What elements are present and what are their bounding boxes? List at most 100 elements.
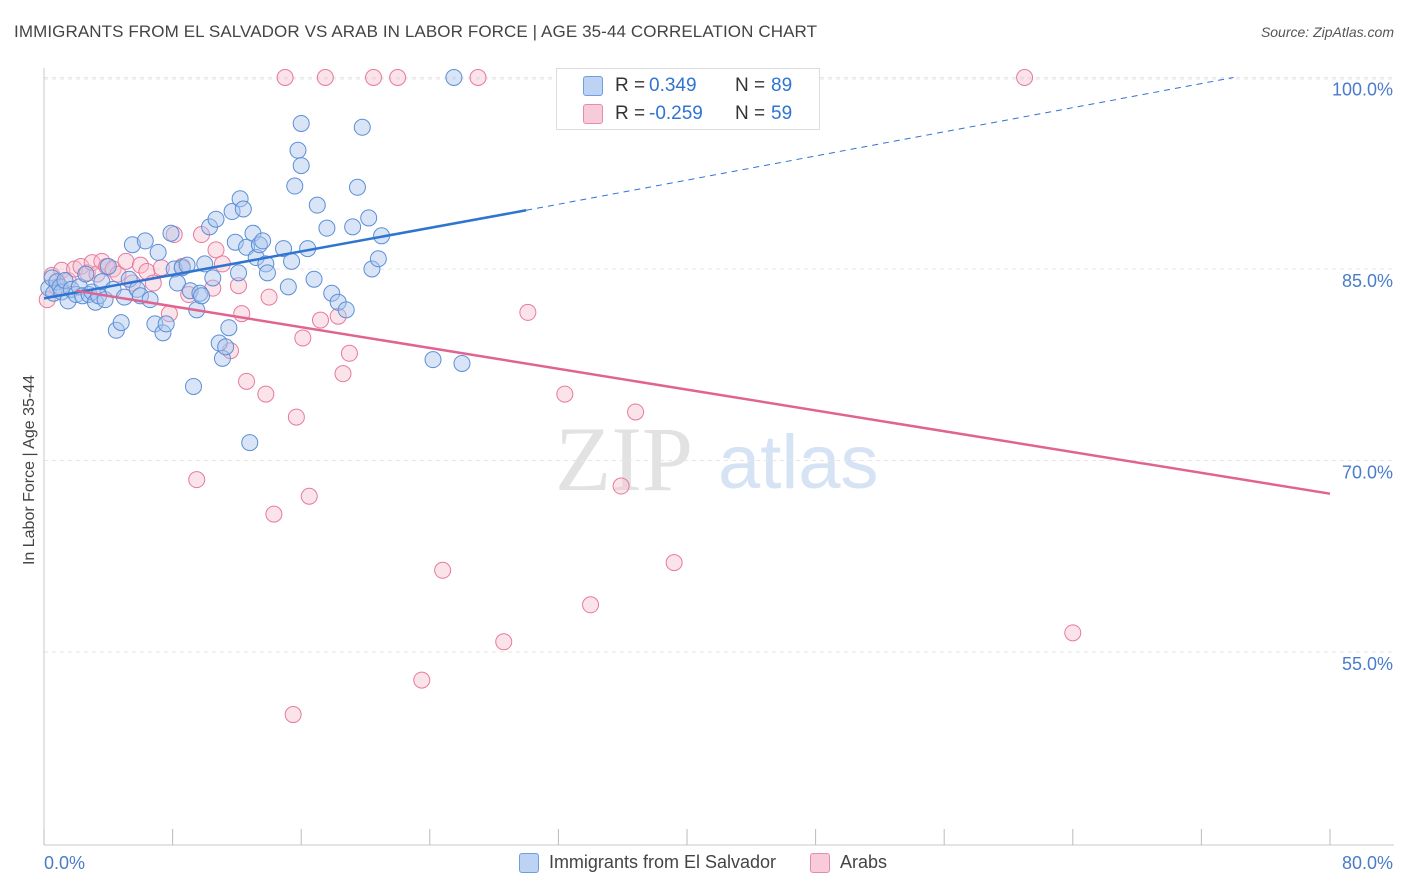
y-tick-label: 100.0%	[1332, 80, 1393, 100]
arabs-point	[104, 260, 122, 278]
arabs-point	[469, 69, 487, 86]
el-salvador-point	[223, 203, 241, 221]
el-salvador-point	[308, 196, 326, 214]
el-salvador-point	[369, 250, 387, 268]
arabs-point	[582, 596, 600, 614]
el-salvador-point	[77, 265, 95, 283]
el-salvador-point	[323, 284, 341, 302]
tick-labels: 55.0% 70.0% 85.0% 100.0% 0.0% 80.0%	[44, 80, 1393, 874]
el-salvador-point	[289, 141, 307, 159]
arabs-point	[519, 303, 537, 321]
r-label: R =	[615, 75, 646, 96]
stats-legend: R = 0.349 N = 89 R = -0.259 N = 59	[556, 68, 820, 130]
arabs-point	[495, 633, 513, 651]
el-salvador-point	[292, 157, 310, 175]
el-salvador-point	[207, 210, 225, 228]
arabs-point	[1016, 69, 1034, 86]
el-salvador-point	[445, 69, 463, 86]
arabs-point	[612, 477, 630, 495]
arabs-point	[230, 277, 248, 295]
arabs-point	[300, 487, 318, 505]
el-salvador-point	[56, 271, 74, 289]
el-salvador-point	[234, 200, 252, 218]
arabs-point	[238, 372, 256, 390]
el-salvador-point	[230, 264, 248, 282]
el-salvador-point	[191, 284, 209, 302]
el-salvador-point	[154, 324, 172, 342]
el-salvador-point	[292, 114, 310, 132]
arabs-point	[413, 671, 431, 689]
el-salvador-point	[348, 178, 366, 196]
el-salvador-point	[453, 354, 471, 372]
arabs-legend-swatch	[810, 852, 831, 873]
watermark-zip: ZIP	[555, 408, 693, 510]
el-salvador-point	[363, 260, 381, 278]
r-value: 0.349	[649, 75, 697, 96]
el-salvador-point	[279, 278, 297, 296]
arabs-point	[434, 561, 452, 579]
el-salvador-point	[220, 319, 238, 337]
gridlines	[44, 77, 1394, 653]
arabs-points	[38, 69, 1082, 724]
arabs-point	[389, 69, 407, 86]
el-salvador-point	[193, 287, 211, 305]
el-salvador-swatch	[583, 76, 603, 96]
el-salvador-point	[231, 190, 249, 208]
arabs-point	[260, 288, 278, 306]
arabs-point	[627, 403, 645, 421]
arabs-point	[665, 554, 683, 572]
y-tick-label: 70.0%	[1342, 463, 1393, 483]
el-salvador-point	[305, 270, 323, 288]
x-tick-label: 0.0%	[44, 853, 85, 873]
y-tick-label: 55.0%	[1342, 654, 1393, 674]
r-value: -0.259	[649, 103, 703, 124]
el-salvador-point	[226, 233, 244, 251]
chart-title: IMMIGRANTS FROM EL SALVADOR VS ARAB IN L…	[14, 22, 818, 41]
el-salvador-point	[318, 219, 336, 237]
n-label: N =	[735, 75, 766, 96]
legend-item-arabs: Arabs	[810, 852, 887, 873]
el-salvador-point	[258, 264, 276, 282]
el-salvador-point	[217, 338, 235, 356]
el-salvador-point	[344, 218, 362, 236]
arabs-point	[188, 471, 206, 489]
el-salvador-point	[181, 282, 199, 300]
el-salvador-point	[254, 232, 272, 250]
watermark-atlas: atlas	[718, 420, 879, 505]
legend-item-el-salvador: Immigrants from El Salvador	[518, 852, 776, 873]
arabs-swatch	[583, 104, 603, 124]
el-salvador-trend-line	[43, 209, 527, 300]
n-value: 59	[771, 103, 793, 124]
el-salvador-point	[112, 314, 130, 332]
r-label: R =	[615, 103, 646, 124]
el-salvador-point	[136, 232, 154, 250]
el-salvador-point	[157, 315, 175, 333]
trend-lines	[43, 77, 1331, 495]
arabs-point	[340, 344, 358, 362]
arabs-point	[265, 505, 283, 523]
arabs-point	[1064, 624, 1082, 642]
arabs-point	[316, 69, 334, 86]
el-salvador-point	[162, 224, 180, 242]
arabs-point	[334, 365, 352, 383]
y-tick-label: 85.0%	[1342, 271, 1393, 291]
n-label: N =	[735, 103, 766, 124]
arabs-point	[207, 241, 225, 259]
el-salvador-points	[40, 69, 471, 452]
arabs-point	[287, 408, 305, 426]
el-salvador-point	[286, 177, 304, 195]
arabs-point	[276, 69, 294, 86]
n-value: 89	[771, 75, 793, 96]
el-salvador-trend-extension	[526, 77, 1234, 211]
el-salvador-point	[204, 269, 222, 287]
el-salvador-point	[275, 240, 293, 258]
axes	[43, 68, 1394, 846]
el-salvador-point	[360, 209, 378, 227]
el-salvador-point	[141, 291, 159, 309]
el-salvador-point	[123, 236, 141, 254]
arabs-point	[117, 252, 135, 270]
series-legend: Immigrants from El Salvador Arabs	[0, 852, 1406, 873]
arabs-point	[294, 329, 312, 347]
x-tick-label: 80.0%	[1342, 853, 1393, 873]
